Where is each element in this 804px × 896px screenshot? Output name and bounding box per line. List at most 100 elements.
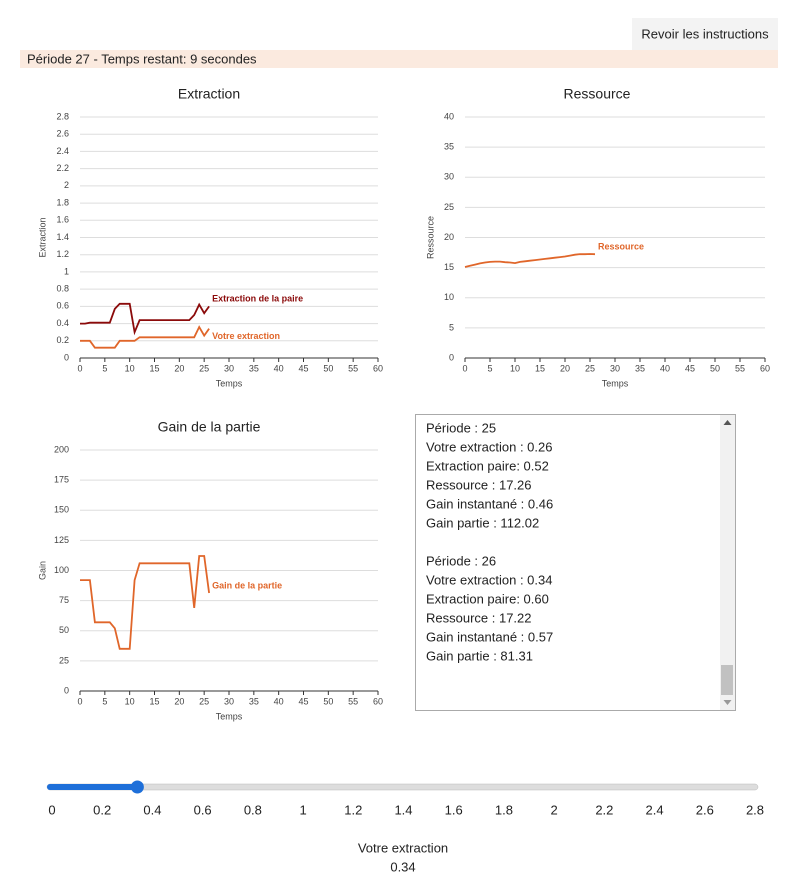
y-tick-label: 0.2: [56, 335, 69, 345]
series-label: Gain de la partie: [212, 580, 282, 590]
slider-tick-label: 1: [299, 802, 306, 817]
slider-tick-label: 0.8: [244, 802, 262, 817]
slider-track[interactable]: [46, 783, 759, 791]
y-tick-label: 25: [444, 202, 454, 212]
x-tick-label: 55: [348, 696, 358, 706]
x-tick-label: 10: [125, 696, 135, 706]
y-tick-label: 2.2: [56, 163, 69, 173]
x-tick-label: 5: [487, 363, 492, 373]
slider-tick-label: 2.2: [595, 802, 613, 817]
slider-value: 0.34: [390, 859, 415, 874]
y-tick-label: 35: [444, 142, 454, 152]
x-tick-label: 40: [660, 363, 670, 373]
slider-tick-label: 0.6: [194, 802, 212, 817]
log-line: Votre extraction : 0.26: [426, 439, 552, 454]
slider-tick-label: 1.2: [344, 802, 362, 817]
y-tick-label: 2.8: [56, 111, 69, 121]
x-tick-label: 10: [125, 363, 135, 373]
log-line: Période : 26: [426, 553, 496, 568]
y-tick-label: 1.4: [56, 232, 69, 242]
x-axis-title: Temps: [216, 378, 243, 388]
log-line: Gain instantané : 0.46: [426, 496, 553, 511]
x-tick-label: 55: [735, 363, 745, 373]
slider-tick-label: 2.6: [696, 802, 714, 817]
y-tick-label: 2.6: [56, 129, 69, 139]
x-tick-label: 10: [510, 363, 520, 373]
slider-tick-label: 0.2: [93, 802, 111, 817]
scroll-down[interactable]: [723, 700, 732, 705]
series-line: [80, 325, 210, 349]
x-tick-label: 25: [199, 696, 209, 706]
series-label: Ressource: [598, 242, 644, 252]
x-axis-title: Temps: [216, 711, 243, 721]
x-tick-label: 60: [373, 363, 383, 373]
slider-tick-label: 2.8: [746, 802, 764, 817]
chart-title: Ressource: [564, 86, 631, 102]
x-tick-label: 20: [560, 363, 570, 373]
series-line: [80, 555, 210, 650]
x-tick-label: 15: [149, 363, 159, 373]
x-tick-label: 15: [149, 696, 159, 706]
x-tick-label: 20: [174, 696, 184, 706]
x-tick-label: 25: [585, 363, 595, 373]
status-bar: [20, 50, 778, 68]
x-tick-label: 45: [685, 363, 695, 373]
status-text: Période 27 - Temps restant: 9 secondes: [27, 51, 257, 66]
x-tick-label: 45: [298, 363, 308, 373]
scroll-up[interactable]: [723, 420, 732, 425]
y-tick-label: 25: [59, 655, 69, 665]
slider-tick-label: 2: [551, 802, 558, 817]
y-axis-title: Extraction: [37, 217, 47, 257]
y-axis-title: Gain: [37, 561, 47, 580]
instructions-button[interactable]: [632, 18, 778, 50]
y-tick-label: 100: [54, 565, 69, 575]
y-tick-label: 2: [64, 180, 69, 190]
y-tick-label: 1: [64, 266, 69, 276]
log-line: Gain partie : 112.02: [426, 515, 539, 530]
x-tick-label: 30: [224, 696, 234, 706]
y-tick-label: 5: [449, 322, 454, 332]
x-tick-label: 40: [274, 696, 284, 706]
scrollbar[interactable]: [720, 415, 735, 710]
y-tick-label: 20: [444, 232, 454, 242]
slider-tick-label: 0: [48, 802, 55, 817]
y-tick-label: 40: [444, 111, 454, 121]
y-tick-label: 30: [444, 172, 454, 182]
log-line: Gain instantané : 0.57: [426, 629, 553, 644]
slider-fill: [47, 784, 138, 790]
x-tick-label: 30: [224, 363, 234, 373]
log-panel: [415, 414, 736, 711]
slider-tick-label: 1.4: [394, 802, 412, 817]
x-tick-label: 40: [274, 363, 284, 373]
chart-title: Gain de la partie: [158, 419, 261, 435]
y-tick-label: 50: [59, 625, 69, 635]
x-tick-label: 15: [535, 363, 545, 373]
x-tick-label: 35: [249, 696, 259, 706]
x-tick-label: 55: [348, 363, 358, 373]
log-line: Extraction paire: 0.52: [426, 458, 549, 473]
y-tick-label: 0.8: [56, 284, 69, 294]
x-tick-label: 50: [323, 696, 333, 706]
slider-handle[interactable]: [130, 780, 144, 794]
y-tick-label: 10: [444, 292, 454, 302]
log-line: Votre extraction : 0.34: [426, 572, 552, 587]
x-tick-label: 60: [760, 363, 770, 373]
y-tick-label: 0.4: [56, 318, 69, 328]
y-tick-label: 0: [64, 685, 69, 695]
log-line: Période : 25: [426, 420, 496, 435]
slider-tick-label: 1.8: [495, 802, 513, 817]
log-line: Ressource : 17.26: [426, 477, 532, 492]
x-tick-label: 35: [249, 363, 259, 373]
x-tick-label: 0: [462, 363, 467, 373]
scroll-thumb[interactable]: [721, 665, 733, 695]
x-tick-label: 20: [174, 363, 184, 373]
slider-tick-label: 0.4: [143, 802, 161, 817]
button-label[interactable]: Revoir les instructions: [641, 26, 769, 41]
x-tick-label: 50: [710, 363, 720, 373]
x-tick-label: 30: [610, 363, 620, 373]
y-tick-label: 1.8: [56, 197, 69, 207]
x-tick-label: 35: [635, 363, 645, 373]
y-tick-label: 0: [64, 352, 69, 362]
